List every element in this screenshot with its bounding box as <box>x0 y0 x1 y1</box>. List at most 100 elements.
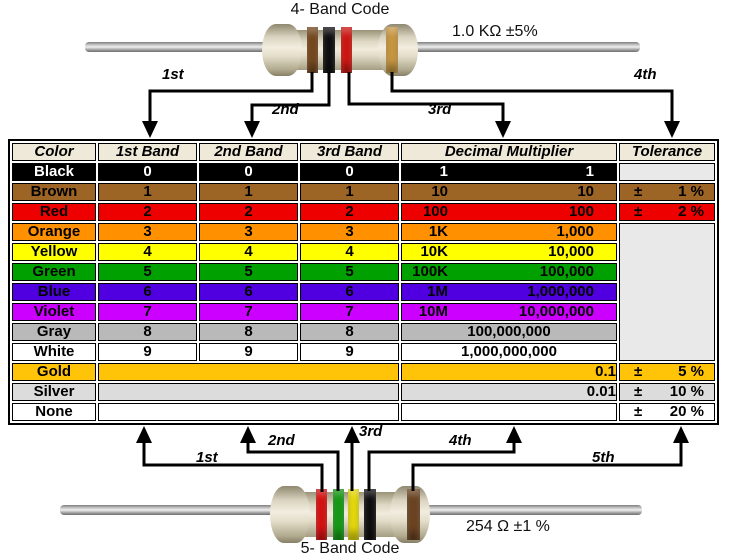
plus-minus: ± <box>634 203 643 220</box>
multiplier-short: 100 <box>422 203 448 220</box>
tolerance-value: 10 % <box>669 383 704 400</box>
digit-1st: 6 <box>98 283 197 301</box>
resistor-end-cap <box>270 486 310 543</box>
digit-1st: 0 <box>98 163 197 181</box>
table-row-gray: Gray 8 8 8 100,000,000 <box>12 323 715 341</box>
color-name: Violet <box>12 303 96 321</box>
table-row-blue: Blue 6 6 6 1M 1,000,000 <box>12 283 715 301</box>
band-red-multiplier <box>341 27 352 73</box>
resistor-end-cap <box>378 24 418 76</box>
table-row-violet: Violet 7 7 7 10M 10,000,000 <box>12 303 715 321</box>
multiplier-cell: 10M 10,000,000 <box>401 303 617 321</box>
digit-1st: 4 <box>98 243 197 261</box>
arrow-label-bottom-1st: 1st <box>196 449 218 466</box>
multiplier-full: 1,000,000 <box>527 283 594 300</box>
digit-1st: 8 <box>98 323 197 341</box>
resistor-body-middle <box>288 30 392 70</box>
digit-2nd: 4 <box>199 243 298 261</box>
five-band-code-title: 5- Band Code <box>300 540 400 557</box>
band-columns-merged <box>98 403 399 421</box>
tolerance-cell-empty-merged <box>619 223 715 361</box>
digit-1st: 1 <box>98 183 197 201</box>
arrow-label-bottom-5th: 5th <box>592 449 615 466</box>
tolerance-value: 5 % <box>678 363 704 380</box>
tolerance-cell: ±20 % <box>619 403 715 421</box>
color-name: Red <box>12 203 96 221</box>
tolerance-cell: ±10 % <box>619 383 715 401</box>
band-black-multiplier <box>364 489 376 540</box>
color-name: Orange <box>12 223 96 241</box>
tolerance-cell-empty <box>619 163 715 181</box>
digit-3rd: 3 <box>300 223 399 241</box>
band-black-2nd <box>323 27 335 73</box>
digit-1st: 9 <box>98 343 197 361</box>
plus-minus: ± <box>634 383 643 400</box>
table-row-brown: Brown 1 1 1 10 10 ±1 % <box>12 183 715 201</box>
digit-2nd: 8 <box>199 323 298 341</box>
four-band-resistor-value: 1.0 KΩ ±5% <box>452 23 538 40</box>
tolerance-cell: ±1 % <box>619 183 715 201</box>
digit-3rd: 6 <box>300 283 399 301</box>
color-name: Yellow <box>12 243 96 261</box>
digit-3rd: 8 <box>300 323 399 341</box>
multiplier-short: 1K <box>428 223 448 240</box>
digit-3rd: 4 <box>300 243 399 261</box>
arrow-label-bottom-3rd: 3rd <box>359 423 383 440</box>
multiplier-cell: 0.01 <box>401 383 617 401</box>
header-1st-band: 1st Band <box>98 143 197 161</box>
table-row-green: Green 5 5 5 100K 100,000 <box>12 263 715 281</box>
arrow-label-top-3rd: 3rd <box>428 101 452 118</box>
multiplier-cell: 1M 1,000,000 <box>401 283 617 301</box>
digit-2nd: 7 <box>199 303 298 321</box>
header-tolerance: Tolerance <box>619 143 715 161</box>
multiplier-short: 10 <box>431 183 448 200</box>
header-color: Color <box>12 143 96 161</box>
plus-minus: ± <box>634 183 643 200</box>
multiplier-full: 10 <box>577 183 594 200</box>
digit-2nd: 1 <box>199 183 298 201</box>
multiplier-cell: 100,000,000 <box>401 323 617 341</box>
table-row-white: White 9 9 9 1,000,000,000 <box>12 343 715 361</box>
multiplier-cell: 0.1 <box>401 363 617 381</box>
multiplier-full: 100,000 <box>539 263 594 280</box>
tolerance-value: 20 % <box>669 403 704 420</box>
arrow-label-top-2nd: 2nd <box>272 101 299 118</box>
band-green-2nd <box>333 489 344 540</box>
resistor-end-cap <box>262 24 302 76</box>
multiplier-full: 1,000 <box>556 223 594 240</box>
digit-3rd: 7 <box>300 303 399 321</box>
digit-3rd: 1 <box>300 183 399 201</box>
multiplier-cell: 1,000,000,000 <box>401 343 617 361</box>
arrow-label-bottom-4th: 4th <box>449 432 472 449</box>
digit-1st: 7 <box>98 303 197 321</box>
digit-3rd: 5 <box>300 263 399 281</box>
color-name: Brown <box>12 183 96 201</box>
band-red-1st <box>316 489 327 540</box>
digit-2nd: 0 <box>199 163 298 181</box>
arrow-label-top-4th: 4th <box>634 66 657 83</box>
multiplier-full: 10,000,000 <box>518 303 594 320</box>
table-row-none: None ±20 % <box>12 403 715 421</box>
digit-1st: 5 <box>98 263 197 281</box>
plus-minus: ± <box>634 403 643 420</box>
color-name: Gray <box>12 323 96 341</box>
band-brown-tolerance <box>407 489 420 540</box>
table-row-silver: Silver 0.01 ±10 % <box>12 383 715 401</box>
multiplier-short: 10M <box>418 303 448 320</box>
color-name: Green <box>12 263 96 281</box>
multiplier-full: 100 <box>568 203 594 220</box>
color-name: None <box>12 403 96 421</box>
multiplier-cell: 100K 100,000 <box>401 263 617 281</box>
multiplier-full: 1 <box>585 163 594 180</box>
color-name: Blue <box>12 283 96 301</box>
tolerance-value: 1 % <box>678 183 704 200</box>
color-name: White <box>12 343 96 361</box>
table-row-gold: Gold 0.1 ±5 % <box>12 363 715 381</box>
band-columns-merged <box>98 363 399 381</box>
arrow-label-top-1st: 1st <box>162 66 184 83</box>
tolerance-cell: ±5 % <box>619 363 715 381</box>
color-name: Silver <box>12 383 96 401</box>
digit-2nd: 6 <box>199 283 298 301</box>
